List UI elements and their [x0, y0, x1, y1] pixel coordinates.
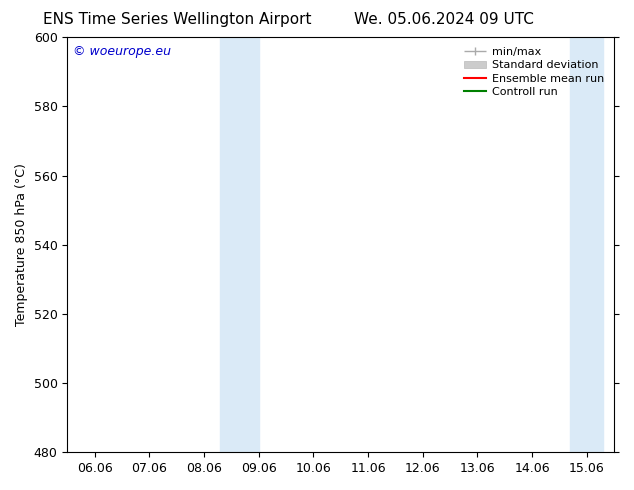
Legend: min/max, Standard deviation, Ensemble mean run, Controll run: min/max, Standard deviation, Ensemble me… [460, 43, 609, 101]
Text: We. 05.06.2024 09 UTC: We. 05.06.2024 09 UTC [354, 12, 534, 27]
Text: ENS Time Series Wellington Airport: ENS Time Series Wellington Airport [43, 12, 312, 27]
Y-axis label: Temperature 850 hPa (°C): Temperature 850 hPa (°C) [15, 163, 28, 326]
Bar [571, 37, 603, 452]
Bar [221, 37, 259, 452]
Text: © woeurope.eu: © woeurope.eu [73, 46, 171, 58]
